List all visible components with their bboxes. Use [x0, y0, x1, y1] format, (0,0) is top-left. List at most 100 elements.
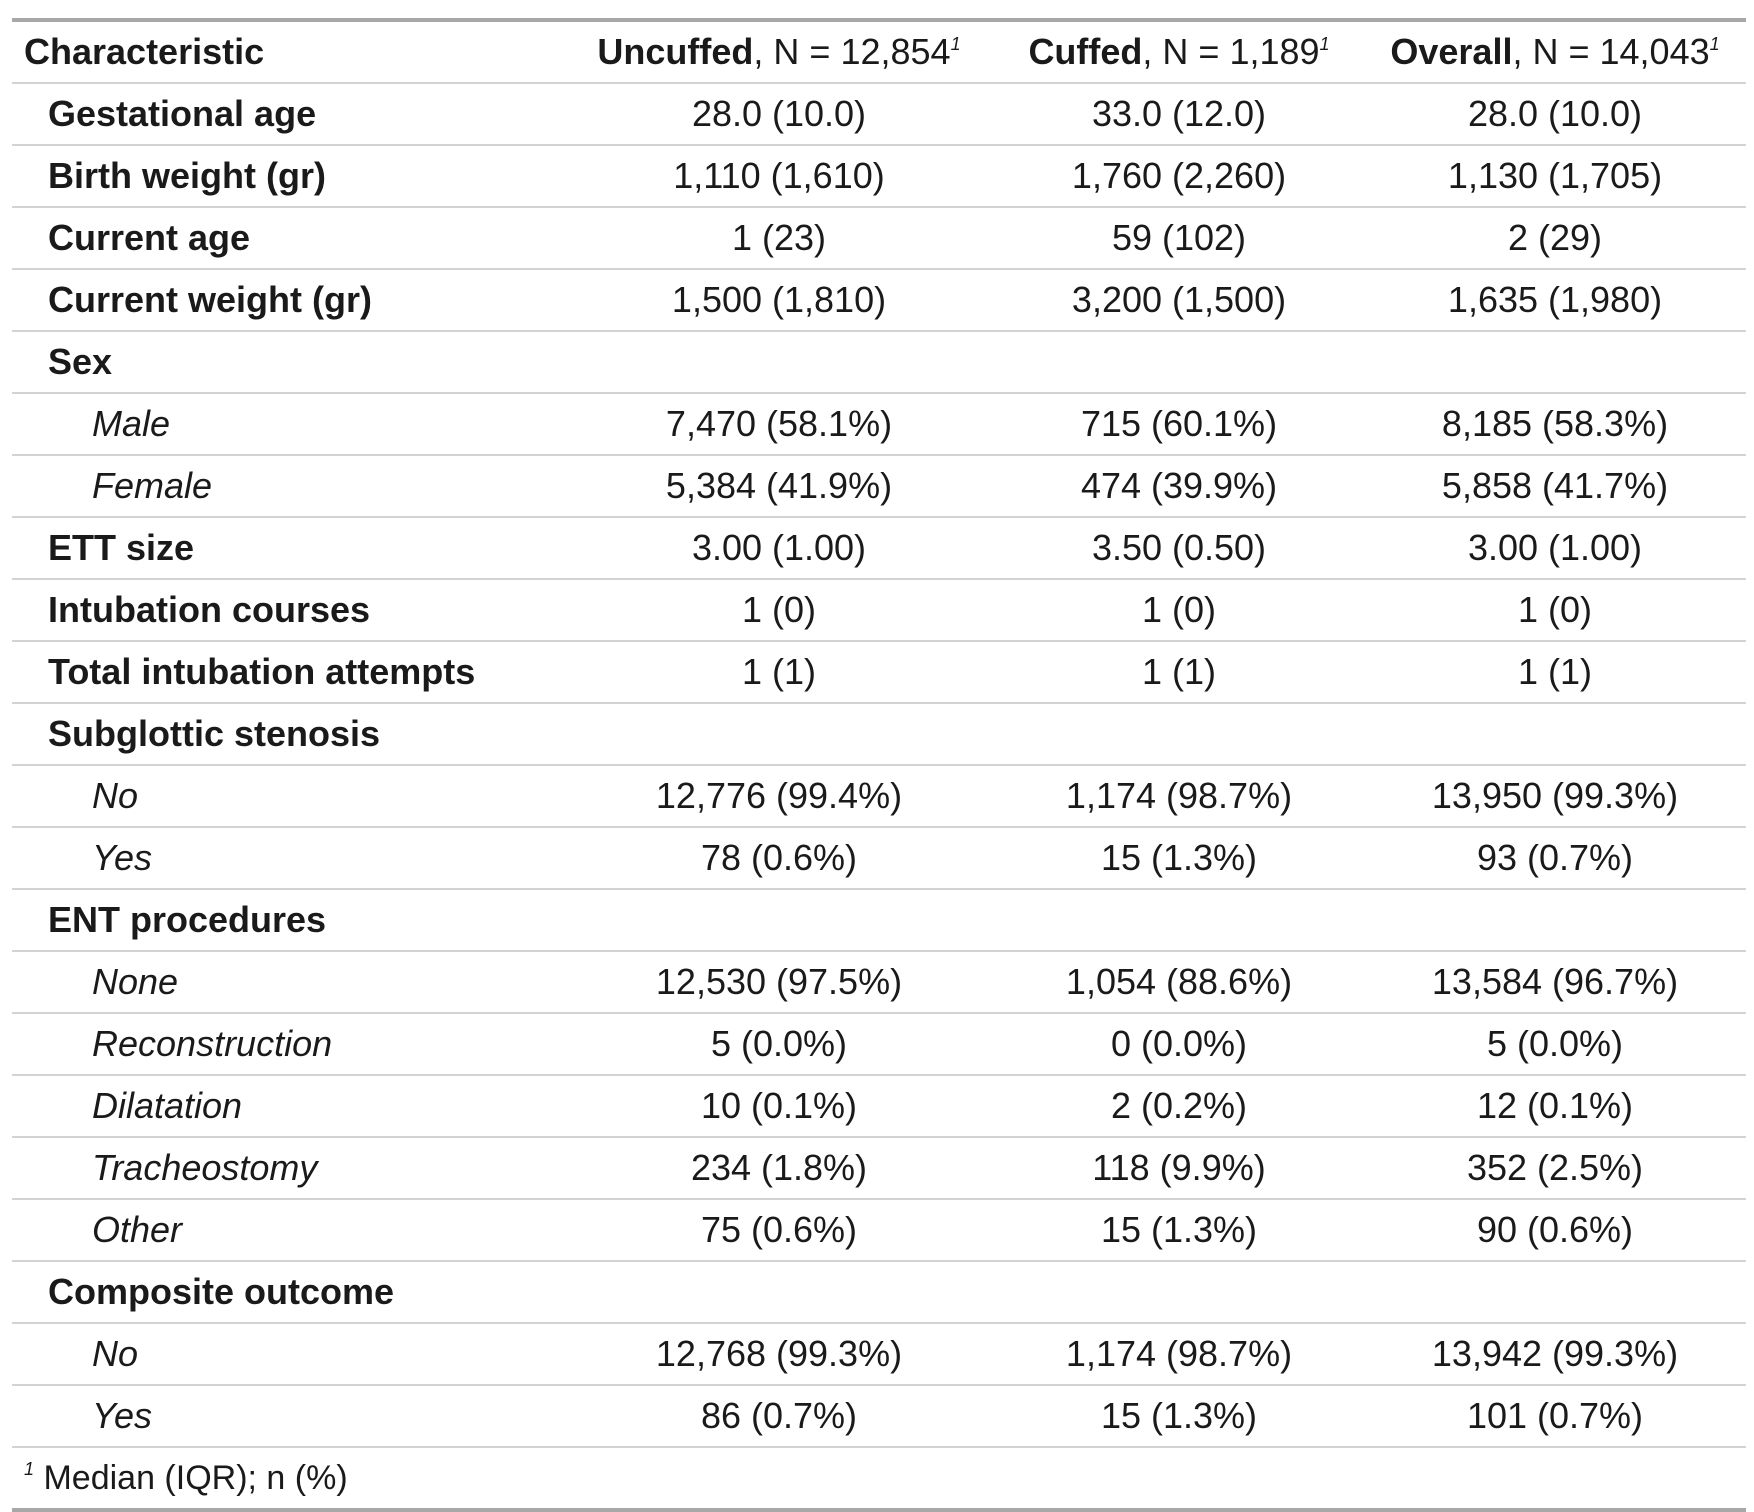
table-row: ETT size 3.00 (1.00) 3.50 (0.50) 3.00 (1.00…	[12, 517, 1746, 580]
header-uncuffed-name: Uncuffed	[597, 31, 754, 72]
table-row: Male 7,470 (58.1%) 715 (60.1%) 8,185 (58.3%…	[12, 393, 1746, 456]
uncuffed-value: 1 (1)	[564, 641, 994, 704]
table-row: Dilatation 10 (0.1%) 2 (0.2%) 12 (0.1%)	[12, 1075, 1746, 1138]
row-label: Sex	[12, 331, 564, 394]
cuffed-value: 1,760 (2,260)	[994, 145, 1364, 208]
overall-value: 101 (0.7%)	[1364, 1385, 1746, 1448]
overall-value: 13,942 (99.3%)	[1364, 1323, 1746, 1386]
cuffed-value: 1,054 (88.6%)	[994, 951, 1364, 1014]
row-sublabel: Male	[12, 393, 564, 456]
table-row: Other 75 (0.6%) 15 (1.3%) 90 (0.6%)	[12, 1199, 1746, 1262]
overall-value: 12 (0.1%)	[1364, 1075, 1746, 1138]
table-header: Characteristic Uncuffed, N = 12,8541 Cuf…	[12, 20, 1746, 84]
uncuffed-value: 12,768 (99.3%)	[564, 1323, 994, 1386]
row-label: Current age	[12, 207, 564, 270]
table-row: Subglottic stenosis	[12, 703, 1746, 766]
uncuffed-value: 1,500 (1,810)	[564, 269, 994, 332]
table-row: Total intubation attempts 1 (1) 1 (1) 1 (1)	[12, 641, 1746, 704]
table-row: Current age 1 (23) 59 (102) 2 (29)	[12, 207, 1746, 270]
cuffed-value: 2 (0.2%)	[994, 1075, 1364, 1138]
overall-value	[1364, 703, 1746, 766]
overall-value	[1364, 331, 1746, 394]
cuffed-value: 15 (1.3%)	[994, 827, 1364, 890]
cuffed-value: 1,174 (98.7%)	[994, 765, 1364, 828]
cuffed-value: 118 (9.9%)	[994, 1137, 1364, 1200]
uncuffed-value: 12,530 (97.5%)	[564, 951, 994, 1014]
uncuffed-value: 75 (0.6%)	[564, 1199, 994, 1262]
overall-value: 1,635 (1,980)	[1364, 269, 1746, 332]
cuffed-value: 59 (102)	[994, 207, 1364, 270]
header-cuffed: Cuffed, N = 1,1891	[994, 20, 1364, 84]
table-row: Composite outcome	[12, 1261, 1746, 1324]
row-label: Composite outcome	[12, 1261, 564, 1324]
cuffed-value: 15 (1.3%)	[994, 1199, 1364, 1262]
row-sublabel: None	[12, 951, 564, 1014]
row-sublabel: Other	[12, 1199, 564, 1262]
uncuffed-value: 234 (1.8%)	[564, 1137, 994, 1200]
overall-value	[1364, 1261, 1746, 1324]
overall-value: 8,185 (58.3%)	[1364, 393, 1746, 456]
uncuffed-value: 86 (0.7%)	[564, 1385, 994, 1448]
table-row: No 12,776 (99.4%) 1,174 (98.7%) 13,950 (99.…	[12, 765, 1746, 828]
cuffed-value	[994, 703, 1364, 766]
table-body: Gestational age 28.0 (10.0) 33.0 (12.0) 28.…	[12, 83, 1746, 1448]
uncuffed-value: 1,110 (1,610)	[564, 145, 994, 208]
overall-value: 3.00 (1.00)	[1364, 517, 1746, 580]
row-sublabel: Female	[12, 455, 564, 518]
header-uncuffed-footnote-mark: 1	[950, 34, 961, 54]
cuffed-value: 1 (1)	[994, 641, 1364, 704]
table-row: Yes 78 (0.6%) 15 (1.3%) 93 (0.7%)	[12, 827, 1746, 890]
table-row: Reconstruction 5 (0.0%) 0 (0.0%) 5 (0.0%)	[12, 1013, 1746, 1076]
cuffed-value: 33.0 (12.0)	[994, 83, 1364, 146]
header-cuffed-name: Cuffed	[1028, 31, 1143, 72]
row-label: Intubation courses	[12, 579, 564, 642]
uncuffed-value: 5 (0.0%)	[564, 1013, 994, 1076]
table-row: Intubation courses 1 (0) 1 (0) 1 (0)	[12, 579, 1746, 642]
header-characteristic: Characteristic	[12, 20, 564, 84]
uncuffed-value: 3.00 (1.00)	[564, 517, 994, 580]
overall-value: 13,584 (96.7%)	[1364, 951, 1746, 1014]
overall-value: 13,950 (99.3%)	[1364, 765, 1746, 828]
table-row: Sex	[12, 331, 1746, 394]
row-label: Current weight (gr)	[12, 269, 564, 332]
uncuffed-value: 5,384 (41.9%)	[564, 455, 994, 518]
uncuffed-value: 7,470 (58.1%)	[564, 393, 994, 456]
overall-value: 5,858 (41.7%)	[1364, 455, 1746, 518]
uncuffed-value	[564, 331, 994, 394]
row-sublabel: No	[12, 765, 564, 828]
footnote-mark: 1	[24, 1459, 35, 1479]
header-overall-name: Overall	[1390, 31, 1513, 72]
uncuffed-value: 1 (0)	[564, 579, 994, 642]
row-label: Subglottic stenosis	[12, 703, 564, 766]
overall-value: 90 (0.6%)	[1364, 1199, 1746, 1262]
table-row: Yes 86 (0.7%) 15 (1.3%) 101 (0.7%)	[12, 1385, 1746, 1448]
cuffed-value: 474 (39.9%)	[994, 455, 1364, 518]
row-label: Gestational age	[12, 83, 564, 146]
row-label: Total intubation attempts	[12, 641, 564, 704]
table-row: Female 5,384 (41.9%) 474 (39.9%) 5,858 (41.…	[12, 455, 1746, 518]
header-uncuffed: Uncuffed, N = 12,8541	[564, 20, 994, 84]
cuffed-value: 1,174 (98.7%)	[994, 1323, 1364, 1386]
uncuffed-value	[564, 703, 994, 766]
footnote-row: 1 Median (IQR); n (%)	[12, 1447, 1746, 1512]
uncuffed-value	[564, 889, 994, 952]
header-overall: Overall, N = 14,0431	[1364, 20, 1746, 84]
cuffed-value	[994, 889, 1364, 952]
overall-value: 28.0 (10.0)	[1364, 83, 1746, 146]
row-sublabel: Reconstruction	[12, 1013, 564, 1076]
uncuffed-value: 28.0 (10.0)	[564, 83, 994, 146]
characteristics-table: Characteristic Uncuffed, N = 12,8541 Cuf…	[12, 18, 1746, 1512]
cuffed-value	[994, 1261, 1364, 1324]
table-row: None 12,530 (97.5%) 1,054 (88.6%) 13,584 (9…	[12, 951, 1746, 1014]
table-row: Tracheostomy 234 (1.8%) 118 (9.9%) 352 (2.5…	[12, 1137, 1746, 1200]
row-sublabel: Yes	[12, 1385, 564, 1448]
cuffed-value: 715 (60.1%)	[994, 393, 1364, 456]
row-label: ETT size	[12, 517, 564, 580]
cuffed-value: 15 (1.3%)	[994, 1385, 1364, 1448]
uncuffed-value: 12,776 (99.4%)	[564, 765, 994, 828]
cuffed-value: 1 (0)	[994, 579, 1364, 642]
overall-value: 1,130 (1,705)	[1364, 145, 1746, 208]
cuffed-value: 3,200 (1,500)	[994, 269, 1364, 332]
overall-value: 1 (0)	[1364, 579, 1746, 642]
row-sublabel: No	[12, 1323, 564, 1386]
